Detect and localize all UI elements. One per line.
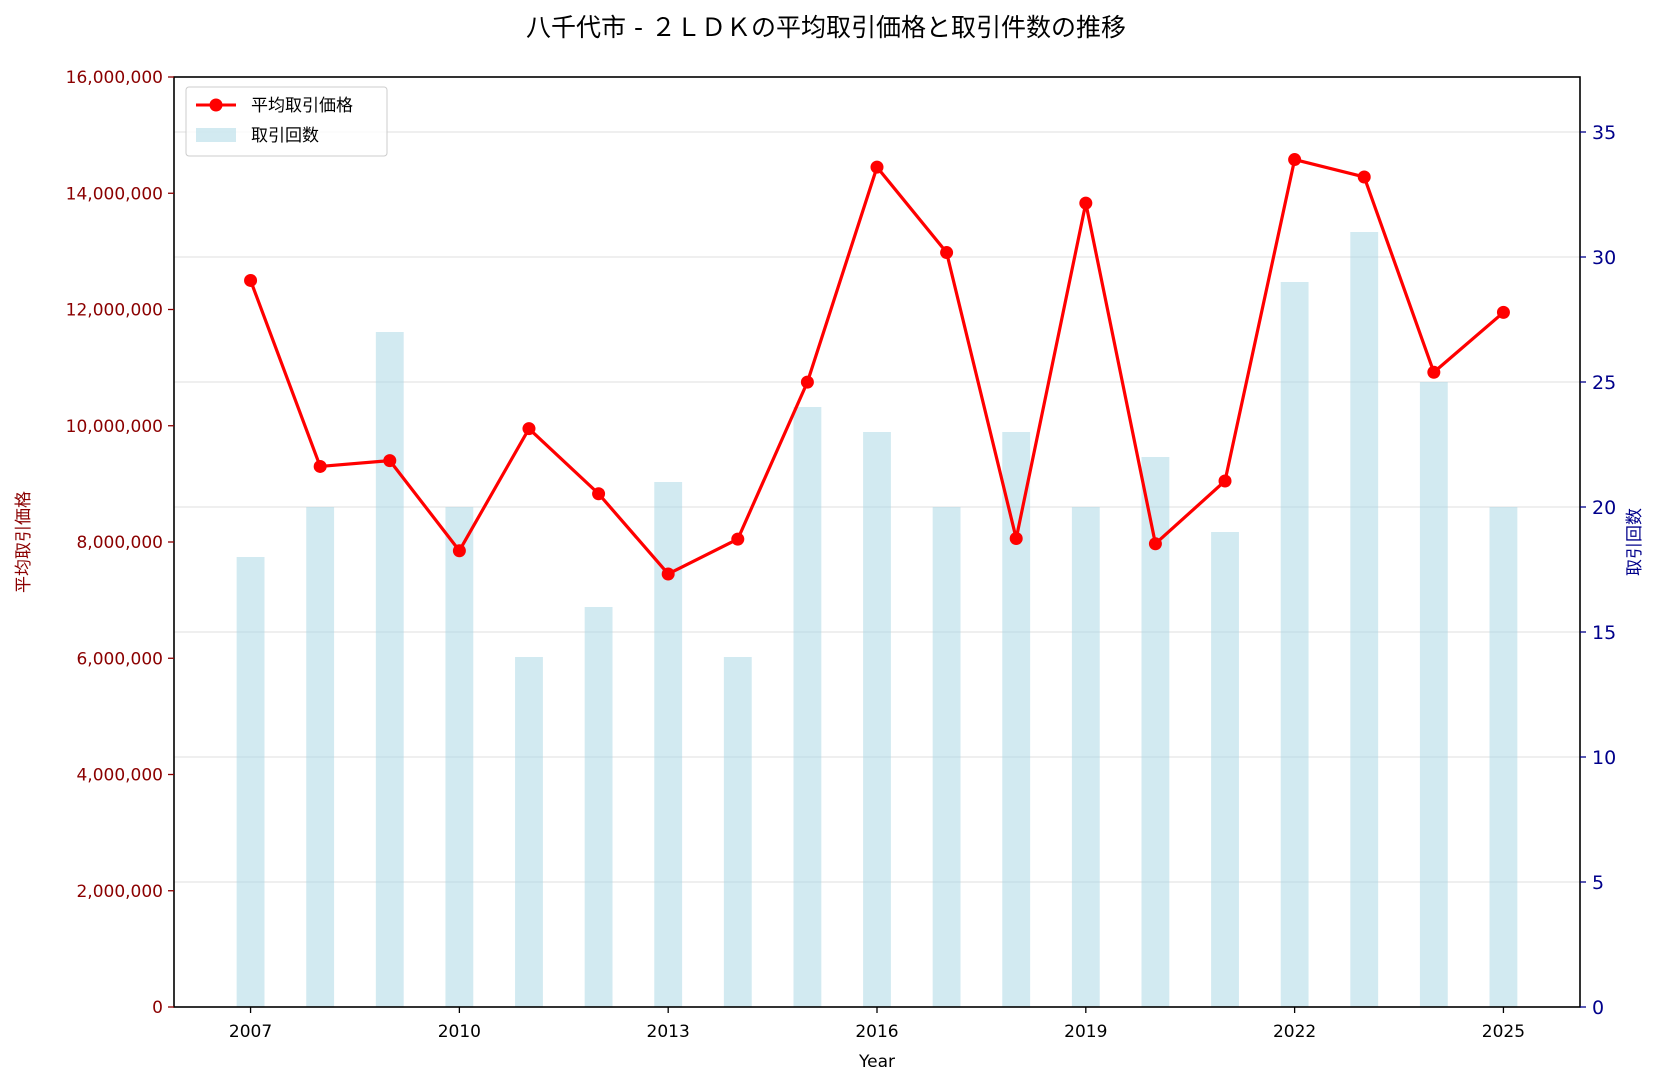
left-tick-label: 2,000,000 (76, 882, 163, 902)
price-point-2019 (1079, 196, 1093, 210)
legend: 平均取引価格 取引回数 (185, 86, 388, 157)
price-point-2017 (940, 246, 954, 260)
price-point-2011 (522, 422, 536, 436)
bar-2021 (1211, 532, 1239, 1007)
bar-2017 (932, 507, 961, 1007)
bar-2022 (1280, 282, 1309, 1007)
left-tick-label: 14,000,000 (66, 184, 163, 204)
price-point-2014 (731, 532, 745, 546)
price-point-2023 (1357, 170, 1371, 184)
x-tick-label: 2016 (855, 1022, 898, 1042)
bar-2008 (306, 507, 335, 1007)
x-axis: 2007 2010 2013 2016 2019 2022 2025 (229, 1007, 1525, 1042)
bar-2016 (863, 432, 891, 1007)
right-tick-label: 35 (1592, 122, 1616, 144)
x-tick-label: 2019 (1064, 1022, 1107, 1042)
price-point-2016 (870, 160, 884, 174)
price-point-2010 (452, 544, 466, 558)
legend-bar-label: 取引回数 (251, 126, 319, 146)
bar-2025 (1489, 507, 1518, 1007)
left-tick-label: 6,000,000 (76, 649, 163, 669)
x-axis-label: Year (858, 1052, 895, 1072)
line-layer (244, 153, 1510, 581)
bar-2018 (1002, 432, 1031, 1007)
left-tick-label: 10,000,000 (66, 417, 163, 437)
chart-title: 八千代市 - ２ＬＤＫの平均取引価格と取引件数の推移 (526, 13, 1126, 42)
bar-2009 (375, 332, 404, 1007)
price-point-2024 (1427, 365, 1441, 379)
price-point-2020 (1148, 537, 1162, 551)
bar-2014 (723, 657, 752, 1007)
left-tick-label: 12,000,000 (66, 301, 163, 321)
x-tick-label: 2013 (647, 1022, 690, 1042)
x-tick-label: 2025 (1482, 1022, 1525, 1042)
right-tick-label: 25 (1592, 372, 1616, 394)
legend-frame (185, 86, 388, 157)
bar-2024 (1419, 382, 1448, 1007)
right-axis: 0 5 10 15 20 25 30 35 (1580, 122, 1616, 1019)
left-tick-label: 8,000,000 (76, 533, 163, 553)
x-tick-label: 2007 (229, 1022, 272, 1042)
price-point-2009 (383, 454, 397, 468)
right-tick-label: 10 (1592, 747, 1616, 769)
y-axis-left-label: 平均取引価格 (14, 491, 34, 593)
bar-2019 (1071, 507, 1100, 1007)
bars-layer (236, 232, 1518, 1007)
bar-2015 (793, 407, 822, 1007)
x-tick-label: 2010 (438, 1022, 481, 1042)
bar-2012 (584, 607, 613, 1007)
legend-bar-swatch (196, 128, 236, 142)
price-point-2008 (313, 459, 327, 473)
price-point-2021 (1218, 474, 1232, 488)
left-tick-label: 0 (152, 998, 163, 1018)
legend-line-marker (209, 98, 223, 112)
right-tick-label: 30 (1592, 247, 1616, 269)
bar-2010 (445, 507, 474, 1007)
price-point-2012 (592, 487, 606, 501)
legend-line-label: 平均取引価格 (251, 96, 353, 116)
bar-2023 (1350, 232, 1379, 1007)
left-axis: 0 2,000,000 4,000,000 6,000,000 8,000,000 10,… (66, 68, 174, 1018)
left-tick-label: 16,000,000 (66, 68, 163, 88)
bar-2007 (236, 557, 265, 1007)
bar-2011 (515, 657, 543, 1007)
price-point-2007 (244, 273, 258, 287)
price-point-2022 (1288, 153, 1302, 167)
right-tick-label: 20 (1592, 497, 1616, 519)
x-tick-label: 2022 (1273, 1022, 1316, 1042)
price-point-2015 (800, 375, 814, 389)
left-tick-label: 4,000,000 (76, 766, 163, 786)
right-tick-label: 5 (1592, 872, 1604, 894)
price-point-2025 (1496, 305, 1510, 319)
y-axis-right-label: 取引回数 (1625, 508, 1645, 576)
right-tick-label: 0 (1592, 997, 1604, 1019)
right-tick-label: 15 (1592, 622, 1616, 644)
price-point-2018 (1009, 532, 1023, 546)
price-point-2013 (661, 567, 675, 581)
